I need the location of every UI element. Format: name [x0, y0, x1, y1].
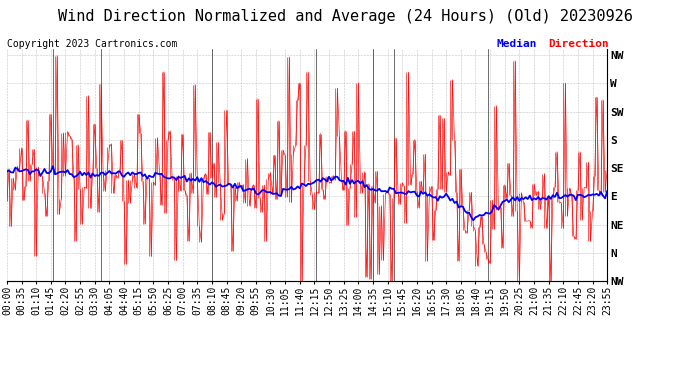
- Text: Wind Direction Normalized and Average (24 Hours) (Old) 20230926: Wind Direction Normalized and Average (2…: [57, 9, 633, 24]
- Text: Median: Median: [497, 39, 538, 50]
- Text: Copyright 2023 Cartronics.com: Copyright 2023 Cartronics.com: [7, 39, 177, 50]
- Text: Direction: Direction: [549, 39, 609, 50]
